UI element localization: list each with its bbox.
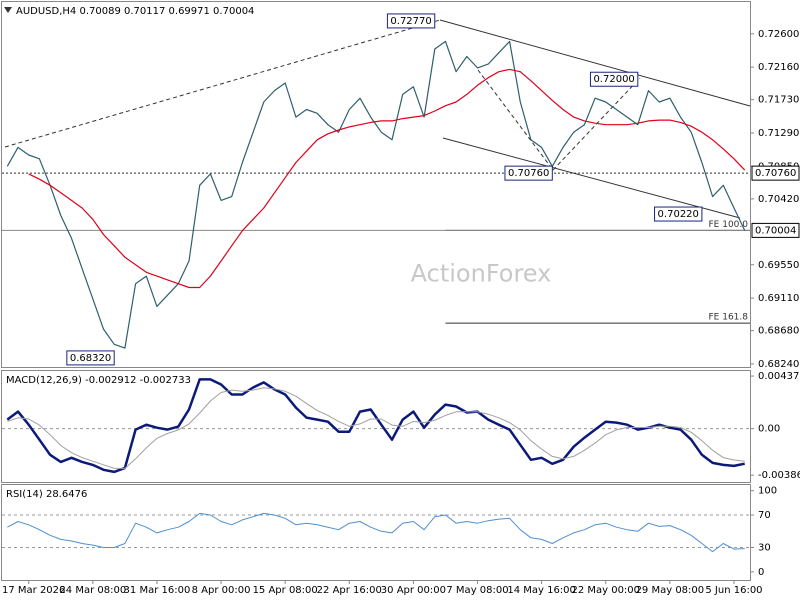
x-tick-label: 14 May 16:00 [507, 585, 576, 596]
panel-title: RSI(14) 28.6476 [6, 489, 87, 500]
series-line [6, 378, 745, 474]
annotation-label: 0.70760 [508, 168, 549, 179]
annotation-label: 0.68320 [70, 353, 111, 364]
menu-icon[interactable] [4, 7, 12, 13]
price-box-label: 0.70760 [755, 168, 796, 179]
y-tick-label: 0.70420 [758, 194, 799, 205]
y-tick-label: 100 [758, 486, 777, 497]
fe-label: FE 100.0 [709, 220, 749, 230]
y-tick-label: 70 [758, 510, 771, 521]
y-tick-label: 0.69110 [758, 293, 799, 304]
y-tick-label: 0.72160 [758, 62, 799, 73]
panel-title: MACD(12,26,9) -0.002912 -0.002733 [6, 375, 191, 386]
y-tick-label: 0 [758, 567, 764, 578]
x-tick-label: 7 May 08:00 [446, 585, 508, 596]
channel-top [439, 19, 751, 107]
annotation-box [589, 71, 639, 87]
x-tick-label: 8 Apr 00:00 [192, 585, 251, 596]
x-tick-label: 30 Apr 00:00 [381, 585, 446, 596]
annotation-box [654, 206, 703, 222]
y-tick-label: 0.72600 [758, 29, 799, 40]
annotation-box [66, 350, 115, 366]
annotation-box [504, 165, 553, 181]
panel-title: AUDUSD,H4 0.70089 0.70117 0.69971 0.7000… [16, 6, 254, 17]
y-tick-label: 0.68240 [758, 359, 799, 370]
price-box [751, 165, 800, 181]
annotation-label: 0.72000 [593, 74, 634, 85]
x-tick-label: 31 Mar 16:00 [124, 585, 191, 596]
y-tick-label: 0.00437 [758, 371, 799, 382]
trend-line [4, 19, 441, 148]
price-box-label: 0.70004 [755, 225, 796, 236]
x-tick-label: 22 Apr 16:00 [317, 585, 382, 596]
series-line [28, 68, 746, 289]
watermark: ActionForex [411, 260, 552, 288]
y-tick-label: 0.71730 [758, 95, 799, 106]
macd-frame [1, 370, 751, 483]
x-tick-label: 15 Apr 08:00 [253, 585, 318, 596]
rsi-frame [1, 484, 751, 581]
y-tick-label: 0.71290 [758, 128, 799, 139]
y-tick-label: -0.003861 [758, 470, 800, 481]
annotation-box [386, 13, 436, 29]
series-line [7, 512, 745, 553]
channel-bottom [442, 137, 741, 219]
x-tick-label: 22 May 00:00 [571, 585, 640, 596]
price-box [751, 222, 800, 238]
x-tick-label: 17 Mar 2026 [2, 585, 65, 596]
x-tick-label: 29 May 08:00 [636, 585, 705, 596]
y-tick-label: 30 [758, 543, 771, 554]
price-frame [1, 1, 751, 368]
fe-label: FE 161.8 [709, 313, 749, 323]
y-tick-label: 0.00 [758, 424, 780, 435]
y-tick-label: 0.69550 [758, 260, 799, 271]
x-tick-label: 24 Mar 08:00 [59, 585, 126, 596]
annotation-label: 0.72770 [390, 16, 431, 27]
x-tick-label: 5 Jun 16:00 [705, 585, 762, 596]
y-tick-label: 0.68680 [758, 326, 799, 337]
series-line [7, 387, 745, 469]
annotation-label: 0.70220 [658, 209, 699, 220]
series-line [6, 40, 746, 349]
